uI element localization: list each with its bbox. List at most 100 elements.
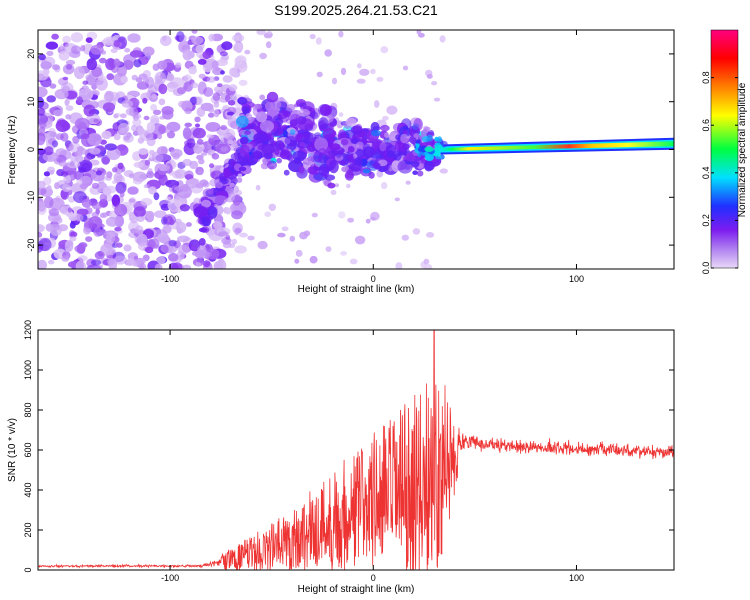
- heatmap-cell: [72, 135, 80, 144]
- heatmap-cell: [213, 109, 220, 118]
- heatmap-cell: [255, 184, 261, 191]
- heatmap-cell: [86, 58, 98, 71]
- heatmap-cell: [69, 231, 78, 238]
- heatmap-cell: [96, 153, 103, 159]
- heatmap-cell: [64, 240, 74, 252]
- heatmap-cell: [165, 196, 172, 202]
- heatmap-cell: [290, 121, 297, 130]
- heatmap-cell: [77, 159, 93, 173]
- heatmap-cell: [207, 143, 213, 150]
- heatmap-cell: [89, 159, 100, 166]
- heatmap-cell: [229, 67, 238, 77]
- heatmap-cell: [263, 32, 273, 39]
- heatmap-cell: [416, 30, 422, 35]
- x-tick-label: -100: [161, 573, 179, 583]
- y-tick-label: 0: [26, 147, 36, 152]
- heatmap-cell: [431, 81, 438, 86]
- heatmap-cell: [193, 197, 202, 206]
- heatmap-cell: [61, 255, 70, 262]
- heatmap-cell: [93, 227, 103, 237]
- heatmap-cell: [127, 186, 139, 195]
- x-tick-label: 100: [569, 274, 584, 284]
- heatmap-cell: [177, 235, 190, 243]
- heatmap-cell: [110, 48, 118, 54]
- heatmap-cell: [402, 129, 409, 135]
- heatmap-cell: [94, 251, 105, 260]
- heatmap-cell: [226, 115, 233, 120]
- heatmap-cell: [289, 235, 296, 242]
- colorbar-tick-label: 0.2: [701, 214, 711, 227]
- y-tick-label: 1000: [23, 360, 33, 380]
- heatmap-cell: [158, 98, 166, 106]
- heatmap-cell: [206, 248, 220, 260]
- heatmap-cell: [60, 132, 69, 142]
- heatmap-cell: [386, 105, 398, 115]
- heatmap-cell: [257, 240, 268, 250]
- heatmap-cell: [186, 138, 196, 149]
- heatmap-cell: [54, 88, 69, 100]
- heatmap-cell: [266, 160, 278, 170]
- heatmap-cell: [220, 177, 229, 185]
- heatmap-cell: [102, 187, 112, 196]
- heatmap-cell: [216, 259, 227, 269]
- heatmap-cell: [135, 77, 143, 83]
- heatmap-cell: [195, 262, 202, 267]
- heatmap-cell: [128, 213, 137, 219]
- heatmap-cell: [62, 63, 75, 75]
- heatmap-cell: [347, 217, 354, 223]
- heatmap-cell: [46, 50, 54, 57]
- y-tick-label: -10: [26, 191, 36, 204]
- heatmap-cell: [143, 184, 150, 189]
- heatmap-cell: [359, 68, 370, 76]
- heatmap-cell: [81, 198, 92, 208]
- heatmap-cell: [104, 143, 118, 151]
- heatmap-cell: [318, 163, 330, 177]
- heatmap-cell: [200, 152, 208, 156]
- heatmap-cell: [89, 186, 102, 195]
- heatmap-cell: [69, 221, 76, 229]
- heatmap-cell: [378, 166, 387, 173]
- heatmap-cell: [117, 162, 124, 170]
- heatmap-cell: [113, 113, 119, 119]
- heatmap-cell: [356, 63, 362, 69]
- heatmap-cell: [362, 146, 375, 158]
- heatmap-cell: [45, 41, 59, 50]
- heatmap-cell: [334, 183, 340, 188]
- heatmap-cell: [157, 60, 168, 70]
- heatmap-cell: [100, 229, 107, 234]
- heatmap-cell: [400, 133, 409, 144]
- heatmap-cell: [208, 228, 224, 242]
- heatmap-cell: [38, 224, 45, 233]
- heatmap-cell: [294, 258, 300, 264]
- heatmap-cell: [113, 133, 121, 141]
- heatmap-cell: [426, 74, 433, 79]
- chart-title: S199.2025.264.21.53.C21: [274, 2, 438, 18]
- heatmap-cell: [195, 183, 204, 189]
- heatmap-cell: [386, 150, 395, 159]
- heatmap-cell: [46, 185, 52, 190]
- heatmap-cell: [191, 82, 199, 89]
- heatmap-cell: [297, 109, 311, 117]
- heatmap-cell: [209, 163, 215, 169]
- heatmap-cell: [89, 147, 101, 155]
- heatmap-cell: [77, 255, 88, 262]
- heatmap-cell: [161, 216, 168, 225]
- heatmap-cell: [38, 238, 52, 252]
- heatmap-cell: [184, 107, 193, 115]
- colorbar-tick-label: 0.6: [701, 119, 711, 132]
- heatmap-cell: [75, 260, 86, 269]
- heatmap-cell: [327, 182, 336, 189]
- heatmap-cell: [198, 238, 206, 246]
- heatmap-cell: [277, 143, 286, 149]
- heatmap-cell: [347, 158, 355, 164]
- heatmap-cell: [201, 199, 212, 208]
- heatmap-cell: [230, 160, 237, 166]
- heatmap-cell: [231, 35, 240, 42]
- heatmap-cell: [135, 225, 144, 235]
- heatmap-cell: [208, 107, 215, 113]
- heatmap-cell: [401, 234, 409, 241]
- heatmap-cell: [308, 164, 321, 176]
- heatmap-cell: [202, 50, 211, 60]
- heatmap-cell: [283, 169, 290, 176]
